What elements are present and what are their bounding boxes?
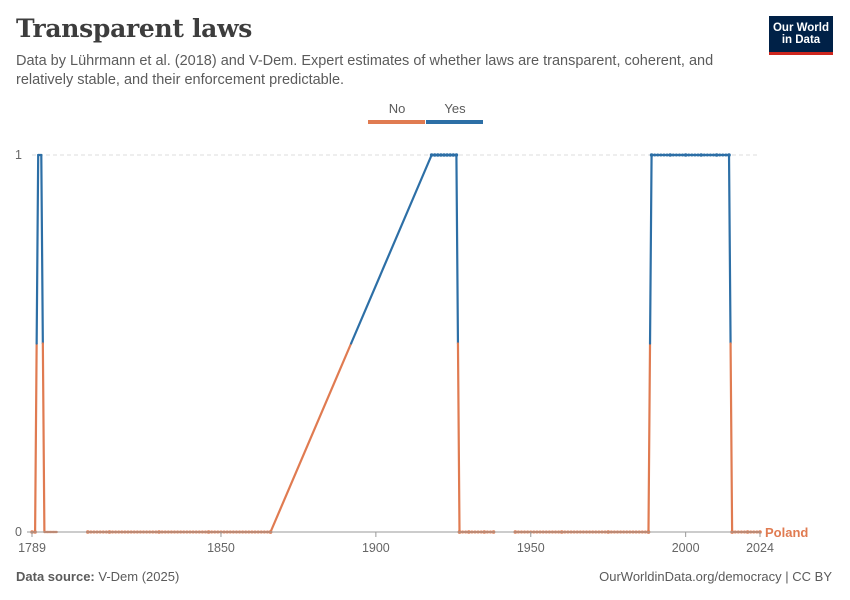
data-point-yes-1918 — [430, 153, 434, 157]
legend-label-yes: Yes — [444, 101, 466, 116]
y-axis: 01 — [15, 148, 22, 539]
data-point-yes-2000 — [684, 153, 688, 157]
y-tick-label-1: 1 — [15, 148, 22, 162]
chart-subtitle: Data by Lührmann et al. (2018) and V-Dem… — [16, 53, 714, 88]
line-segment-7-0-0 — [647, 342, 652, 534]
data-point-yes-1919 — [433, 153, 437, 157]
data-point-yes-1995 — [668, 153, 672, 157]
logo-line-2: in Data — [781, 34, 821, 46]
x-tick-label-2024: 2024 — [746, 541, 774, 555]
data-point-yes-1998 — [677, 153, 681, 157]
line-segment-7-6-1 — [729, 342, 734, 534]
data-source-value: V-Dem (2025) — [98, 569, 180, 584]
owid-logo[interactable]: Our World in Data — [769, 16, 833, 55]
data-point-yes-1925 — [451, 153, 455, 157]
x-tick-label-2000: 2000 — [672, 541, 700, 555]
data-point-yes-1994 — [665, 153, 669, 157]
data-point-yes-1997 — [674, 153, 678, 157]
data-point-yes-2004 — [696, 153, 700, 157]
line-segment-1-2-1 — [41, 342, 46, 534]
line-segment-4-0-0 — [269, 342, 353, 534]
line-segment-1-0-1 — [35, 153, 40, 345]
data-point-yes-1992 — [659, 153, 663, 157]
data-point-yes-2010 — [715, 153, 719, 157]
line-segment-4-9-0 — [455, 153, 460, 345]
data-point-yes-1993 — [662, 153, 666, 157]
data-point-yes-1999 — [681, 153, 685, 157]
data-point-yes-2012 — [721, 153, 725, 157]
line-segment-7-6-0 — [727, 153, 732, 345]
data-point-yes-2001 — [687, 153, 691, 157]
logo-line-1: Our World — [772, 22, 829, 34]
data-point-yes-1996 — [671, 153, 675, 157]
data-point-yes-2014 — [727, 153, 731, 157]
chart-legend: No Yes — [368, 101, 483, 124]
y-tick-label-0: 0 — [15, 525, 22, 539]
data-point-yes-1923 — [445, 153, 449, 157]
data-point-yes-2013 — [724, 153, 728, 157]
line-segment-1-0-0 — [33, 342, 38, 534]
x-tick-label-1789: 1789 — [18, 541, 46, 555]
chart-title: Transparent laws — [16, 14, 253, 43]
x-axis: 1789 1850 1900 1950 2000 2024 — [18, 531, 774, 555]
data-point-yes-1926 — [454, 153, 458, 157]
line-segment-7-0-1 — [648, 153, 653, 345]
data-point-yes-1989 — [650, 153, 654, 157]
chart-lines — [30, 153, 762, 534]
x-tick-label-1950: 1950 — [517, 541, 545, 555]
data-point-yes-2011 — [718, 153, 722, 157]
data-source: Data source: V-Dem (2025) — [16, 569, 179, 584]
data-point-yes-2007 — [705, 153, 709, 157]
data-point-yes-2005 — [699, 153, 703, 157]
chart-area: No Yes 1789 1850 1900 1950 2000 2024 01 Poland — [15, 101, 808, 555]
data-point-yes-1921 — [439, 153, 443, 157]
data-point-yes-1920 — [436, 153, 440, 157]
entity-label-poland[interactable]: Poland — [765, 525, 808, 540]
data-point-yes-1922 — [442, 153, 446, 157]
data-point-yes-1990 — [653, 153, 657, 157]
data-point-yes-2002 — [690, 153, 694, 157]
data-point-yes-2006 — [702, 153, 706, 157]
x-tick-label-1850: 1850 — [207, 541, 235, 555]
line-segment-1-2-0 — [40, 153, 44, 345]
legend-label-no: No — [389, 101, 406, 116]
x-tick-label-1900: 1900 — [362, 541, 390, 555]
line-segment-4-9-1 — [456, 342, 461, 534]
data-point-yes-2008 — [708, 153, 712, 157]
data-point-yes-2003 — [693, 153, 697, 157]
data-point-yes-2009 — [712, 153, 716, 157]
data-source-label: Data source: — [16, 569, 95, 584]
data-point-yes-1991 — [656, 153, 660, 157]
data-point-yes-1924 — [448, 153, 452, 157]
footer-link[interactable]: OurWorldinData.org/democracy | CC BY — [599, 569, 832, 584]
line-segment-4-0-1 — [349, 153, 433, 345]
